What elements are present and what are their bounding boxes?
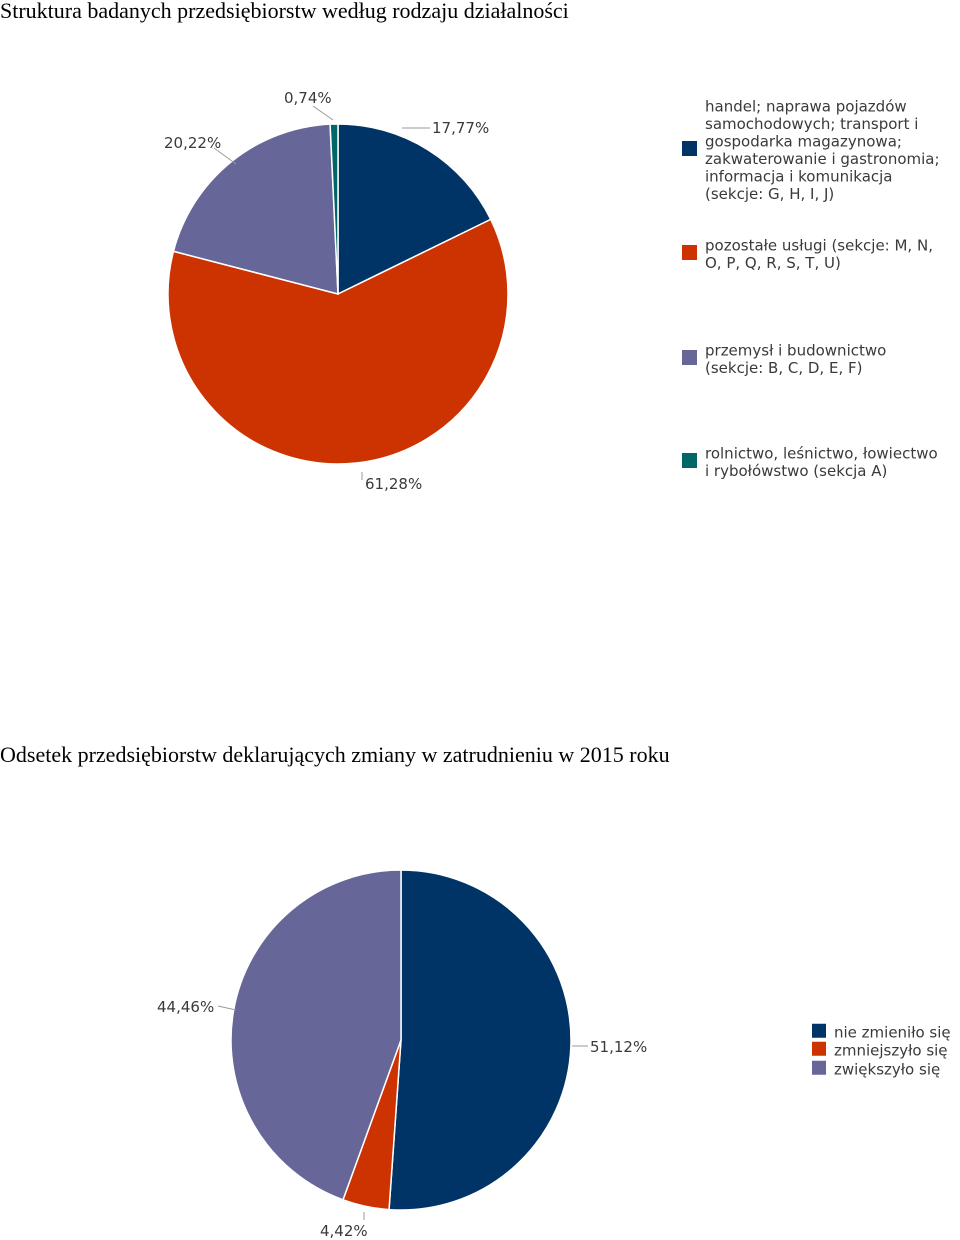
legend-swatch [812,1041,826,1056]
pie-slice-4 [329,123,339,295]
legend-label: O, P, Q, R, S, T, U) [705,254,841,272]
legend-swatch [812,1060,826,1075]
leader-line [312,105,334,121]
legend-label: handel; naprawa pojazdów [705,98,907,116]
slice-label: 0,74% [284,89,332,107]
slice-label: 20,22% [164,134,221,152]
slice-label: 17,77% [432,119,489,137]
legend-label: przemysł i budownictwo [705,342,886,360]
slice-label: 44,46% [157,998,214,1016]
legend-swatch [812,1023,826,1038]
legend-swatch [682,350,697,365]
legend-label: (sekcje: G, H, I, J) [705,185,834,203]
leader-line [217,1005,237,1011]
slice-label: 61,28% [365,475,422,493]
legend-label: i rybołówstwo (sekcja A) [705,462,887,480]
legend-swatch [682,453,697,468]
legend-label: zmniejszyło się [834,1042,948,1060]
legend-label: pozostałe usługi (sekcje: M, N, [705,237,933,255]
slice-label: 51,12% [590,1038,647,1056]
pie-chart-activity-structure: 17,77% 61,28% 20,22% 0,74% handel; naprawa p… [164,89,940,493]
legend-label: gospodarka magazynowa; [705,133,902,151]
legend-label: rolnictwo, leśnictwo, łowiectwo [705,445,938,463]
legend-label: zakwaterowanie i gastronomia; [705,150,940,168]
legend-label: samochodowych; transport i [705,115,918,133]
pie-slice-1 [337,123,492,296]
pie-slice-2 [167,218,509,465]
legend-label: zwiększyło się [834,1061,940,1079]
chart-2-title: Odsetek przedsiębiorstw deklarujących zm… [0,742,670,767]
pie-slice-3 [172,123,339,295]
leader-line [213,147,237,165]
legend-swatch [682,245,697,260]
legend-label: informacja i komunikacja [705,168,893,186]
legend-label: nie zmieniło się [834,1024,951,1042]
slice-label: 4,42% [320,1222,368,1240]
pie-slice-1 [388,869,572,1211]
legend-swatch [682,141,697,156]
legend-label: (sekcje: B, C, D, E, F) [705,359,862,377]
chart-1-title: Struktura badanych przedsiębiorstw wedłu… [0,0,569,23]
pie-slice-3 [230,869,402,1201]
